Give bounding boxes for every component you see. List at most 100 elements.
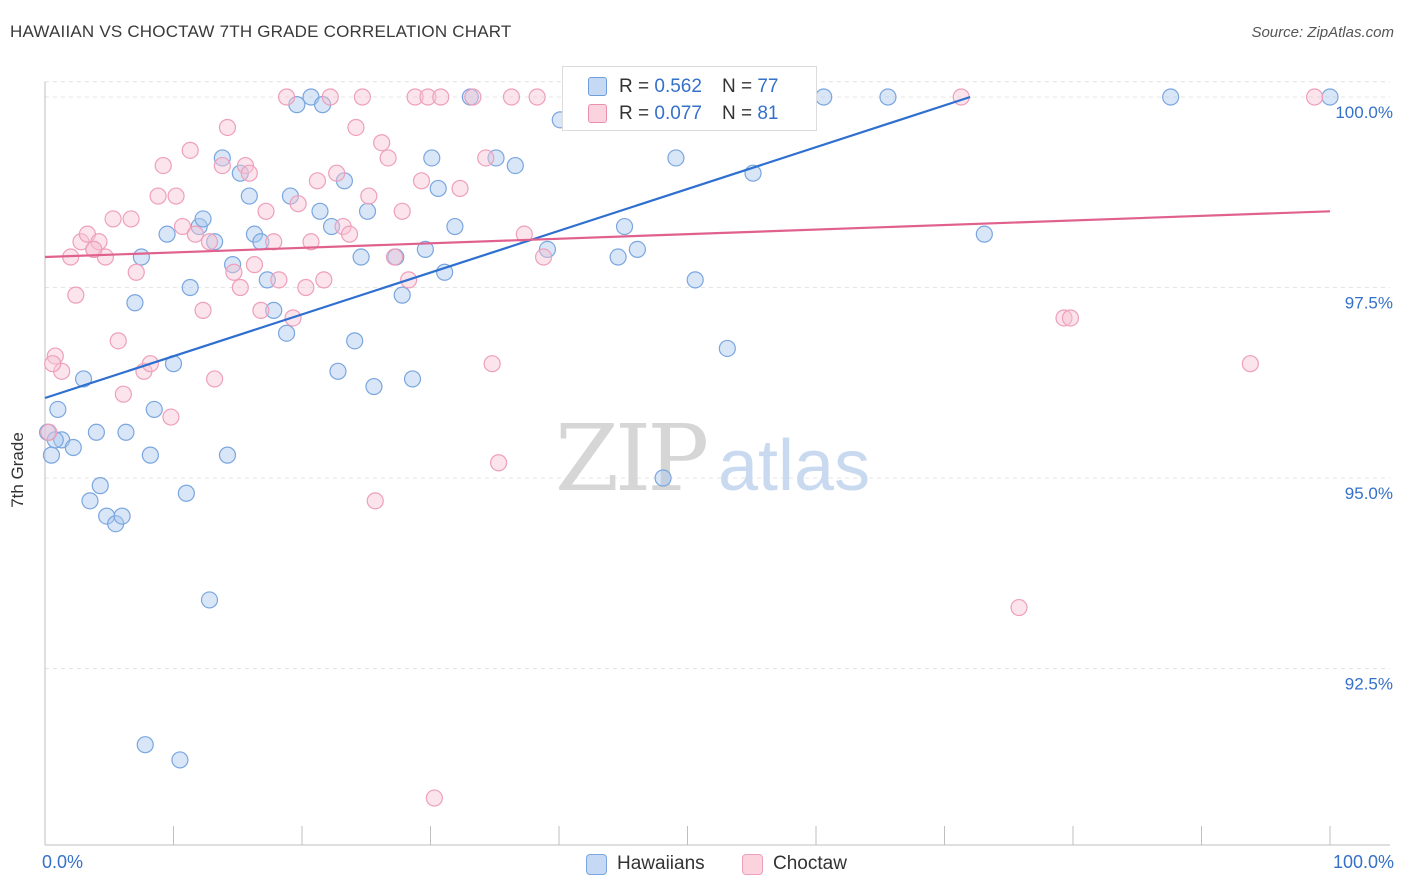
point-choctaw	[240, 164, 258, 182]
point-hawaiians	[358, 202, 377, 220]
axis-layer	[44, 81, 1390, 846]
point-choctaw	[366, 492, 384, 510]
point-hawaiians	[181, 278, 199, 297]
x-tick-label-max: 100.0%	[1332, 852, 1394, 872]
n-value: 77	[757, 75, 779, 97]
point-choctaw	[85, 240, 103, 258]
point-hawaiians	[815, 88, 833, 106]
trend-layer	[44, 95, 1331, 400]
point-hawaiians	[628, 240, 646, 258]
point-hawaiians	[81, 492, 99, 510]
point-hawaiians	[429, 179, 447, 198]
point-choctaw	[297, 278, 315, 297]
n-label: N =	[721, 102, 753, 124]
point-hawaiians	[311, 202, 329, 220]
point-choctaw	[225, 263, 243, 281]
point-choctaw	[1010, 598, 1028, 617]
y-tick-label: 97.5%	[1345, 294, 1393, 313]
point-choctaw	[451, 179, 469, 198]
r-label: R =	[619, 102, 650, 124]
point-choctaw	[308, 172, 327, 190]
point-hawaiians	[446, 217, 464, 236]
point-choctaw	[162, 408, 180, 426]
point-hawaiians	[200, 591, 219, 609]
point-choctaw	[270, 271, 288, 289]
point-hawaiians	[506, 156, 524, 175]
point-hawaiians	[113, 507, 131, 525]
point-hawaiians	[403, 370, 422, 388]
point-choctaw	[340, 225, 359, 243]
point-choctaw	[406, 88, 424, 106]
y-tick-label: 100.0%	[1335, 103, 1393, 122]
point-hawaiians	[352, 248, 370, 266]
points-layer	[38, 88, 1339, 807]
point-choctaw	[213, 156, 231, 175]
point-choctaw	[490, 454, 508, 472]
y-tick-label: 92.5%	[1345, 675, 1393, 694]
point-choctaw	[425, 789, 443, 807]
point-choctaw	[289, 195, 307, 213]
legend-label-choctaw: Choctaw	[773, 853, 847, 874]
point-choctaw	[328, 164, 346, 182]
point-choctaw	[200, 233, 219, 251]
point-choctaw	[483, 355, 501, 373]
point-choctaw	[321, 88, 339, 106]
point-choctaw	[109, 332, 127, 350]
point-hawaiians	[240, 187, 258, 205]
watermark: ZIP atlas	[555, 405, 870, 512]
point-choctaw	[127, 263, 145, 281]
point-choctaw	[173, 217, 192, 236]
stats-swatch-choctaw	[588, 104, 607, 123]
point-choctaw	[528, 88, 546, 106]
point-hawaiians	[667, 149, 685, 167]
point-choctaw	[347, 118, 365, 137]
point-choctaw	[104, 210, 122, 228]
point-choctaw	[154, 156, 172, 175]
point-choctaw	[277, 88, 296, 106]
point-hawaiians	[91, 477, 109, 495]
point-choctaw	[257, 202, 275, 220]
point-hawaiians	[141, 446, 159, 464]
point-choctaw	[194, 301, 212, 319]
point-choctaw	[186, 225, 204, 243]
r-label: R =	[619, 75, 650, 97]
point-hawaiians	[686, 271, 704, 289]
point-choctaw	[40, 423, 58, 441]
legend-label-hawaiians: Hawaiians	[617, 853, 705, 874]
point-choctaw	[412, 172, 431, 190]
point-hawaiians	[42, 446, 61, 464]
point-hawaiians	[74, 370, 93, 388]
y-axis-label: 7th Grade	[8, 432, 27, 508]
point-choctaw	[385, 248, 404, 266]
point-choctaw	[315, 271, 333, 289]
legend-swatch-choctaw	[742, 853, 763, 875]
point-choctaw	[373, 134, 391, 152]
trendline-hawaiians	[44, 95, 971, 400]
point-hawaiians	[136, 736, 154, 754]
point-hawaiians	[393, 286, 411, 304]
point-hawaiians	[416, 240, 434, 258]
point-choctaw	[302, 233, 320, 251]
point-hawaiians	[718, 339, 736, 358]
r-value: 0.562	[654, 75, 702, 97]
legend-item-choctaw[interactable]: Choctaw	[742, 851, 847, 877]
point-choctaw	[1241, 355, 1259, 373]
point-choctaw	[360, 187, 378, 205]
point-choctaw	[464, 88, 482, 106]
legend-item-hawaiians[interactable]: Hawaiians	[586, 851, 705, 877]
point-choctaw	[206, 370, 224, 388]
watermark-zip: ZIP	[555, 405, 706, 512]
point-choctaw	[218, 118, 237, 137]
point-choctaw	[44, 355, 62, 373]
point-choctaw	[353, 88, 371, 106]
point-hawaiians	[158, 225, 176, 243]
point-hawaiians	[171, 751, 189, 769]
point-hawaiians	[87, 423, 106, 441]
point-choctaw	[167, 187, 185, 205]
stats-row-hawaiians: R = 0.562 N = 77	[563, 73, 778, 100]
point-choctaw	[114, 385, 132, 403]
point-choctaw	[379, 149, 397, 167]
point-choctaw	[393, 202, 411, 220]
point-hawaiians	[132, 248, 150, 266]
point-hawaiians	[879, 88, 897, 106]
